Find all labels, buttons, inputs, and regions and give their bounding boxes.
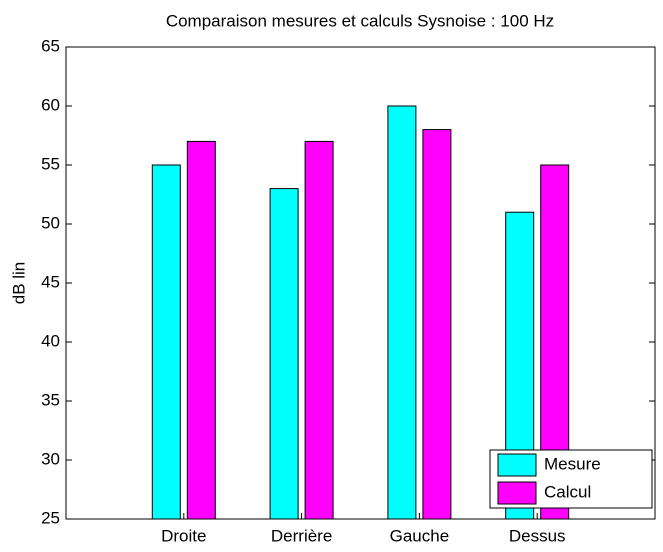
x-tick-label: Gauche xyxy=(390,526,450,545)
y-tick-label: 50 xyxy=(41,213,60,232)
x-tick-label: Derrière xyxy=(271,526,332,545)
bar xyxy=(151,164,181,520)
bar xyxy=(186,140,216,520)
chart-title: Comparaison mesures et calculs Sysnoise … xyxy=(166,11,554,30)
y-axis-label: dB lin xyxy=(9,262,28,305)
y-tick-label: 55 xyxy=(41,154,60,173)
legend-label: Calcul xyxy=(544,482,591,501)
y-tick-label: 60 xyxy=(41,95,60,114)
y-tick-label: 25 xyxy=(41,508,60,527)
y-tick-label: 40 xyxy=(41,331,60,350)
bar xyxy=(269,188,299,520)
bar xyxy=(387,105,417,520)
y-tick-label: 30 xyxy=(41,449,60,468)
axes-box xyxy=(65,46,656,520)
y-tick-label: 45 xyxy=(41,272,60,291)
bar xyxy=(304,140,334,520)
y-tick-label: 35 xyxy=(41,390,60,409)
legend-swatch xyxy=(497,453,537,477)
bar xyxy=(422,129,452,520)
legend-swatch xyxy=(497,481,537,505)
legend-label: Mesure xyxy=(544,454,601,473)
y-tick-label: 65 xyxy=(41,36,60,55)
x-tick-label: Droite xyxy=(161,526,206,545)
x-tick-label: Dessus xyxy=(509,526,566,545)
